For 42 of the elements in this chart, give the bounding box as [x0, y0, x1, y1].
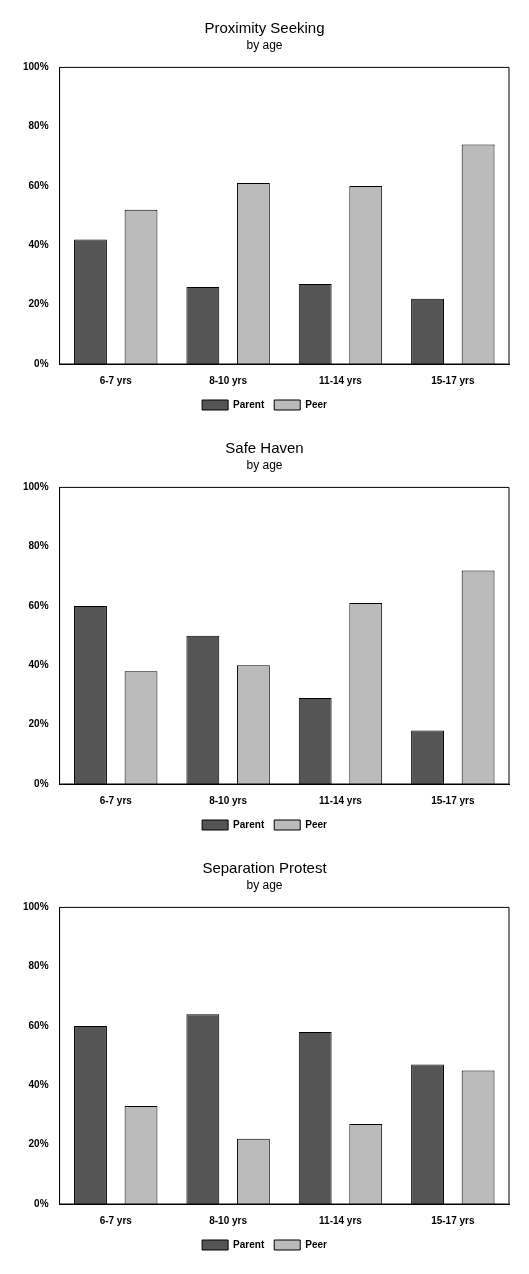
- y-tick-label: 60%: [28, 1019, 49, 1031]
- y-tick-label: 80%: [28, 540, 49, 552]
- legend-label: Parent: [233, 398, 265, 410]
- x-tick-label: 6-7 yrs: [99, 374, 133, 386]
- y-tick-label: 40%: [28, 239, 49, 251]
- chart-title: Separation Protest: [202, 859, 328, 877]
- y-tick-label: 20%: [28, 718, 49, 730]
- x-tick-label: 11-14 yrs: [319, 794, 363, 806]
- x-tick-label: 6-7 yrs: [99, 1214, 133, 1226]
- chart-subtitle: by age: [246, 37, 283, 52]
- y-tick-label: 0%: [34, 1197, 49, 1209]
- y-tick-label: 20%: [28, 298, 49, 310]
- chart-title: Safe Haven: [225, 439, 304, 457]
- x-tick-label: 8-10 yrs: [209, 374, 248, 386]
- y-tick-label: 80%: [28, 960, 49, 972]
- legend-label: Peer: [305, 1238, 328, 1250]
- legend-label: Parent: [233, 1238, 265, 1250]
- x-tick-label: 6-7 yrs: [99, 794, 133, 806]
- chart-title: Proximity Seeking: [204, 19, 325, 37]
- x-tick-label: 15-17 yrs: [431, 374, 475, 386]
- x-tick-label: 8-10 yrs: [209, 794, 248, 806]
- y-tick-label: 100%: [23, 481, 49, 493]
- y-tick-label: 40%: [28, 1079, 49, 1091]
- x-tick-label: 15-17 yrs: [431, 1214, 475, 1226]
- y-tick-label: 40%: [28, 659, 49, 671]
- legend-label: Peer: [305, 398, 328, 410]
- y-tick-label: 100%: [23, 901, 49, 913]
- y-tick-label: 80%: [28, 120, 49, 132]
- y-tick-label: 0%: [34, 777, 49, 789]
- y-tick-label: 0%: [34, 357, 49, 369]
- legend-label: Peer: [305, 818, 328, 830]
- legend-label: Parent: [233, 818, 265, 830]
- x-tick-label: 11-14 yrs: [319, 1214, 363, 1226]
- chart-subtitle: by age: [246, 457, 283, 472]
- y-tick-label: 20%: [28, 1138, 49, 1150]
- x-tick-label: 8-10 yrs: [209, 1214, 248, 1226]
- y-tick-label: 60%: [28, 599, 49, 611]
- x-tick-label: 15-17 yrs: [431, 794, 475, 806]
- y-tick-label: 100%: [23, 61, 49, 73]
- x-tick-label: 11-14 yrs: [319, 374, 363, 386]
- y-tick-label: 60%: [28, 179, 49, 191]
- chart-subtitle: by age: [246, 877, 283, 892]
